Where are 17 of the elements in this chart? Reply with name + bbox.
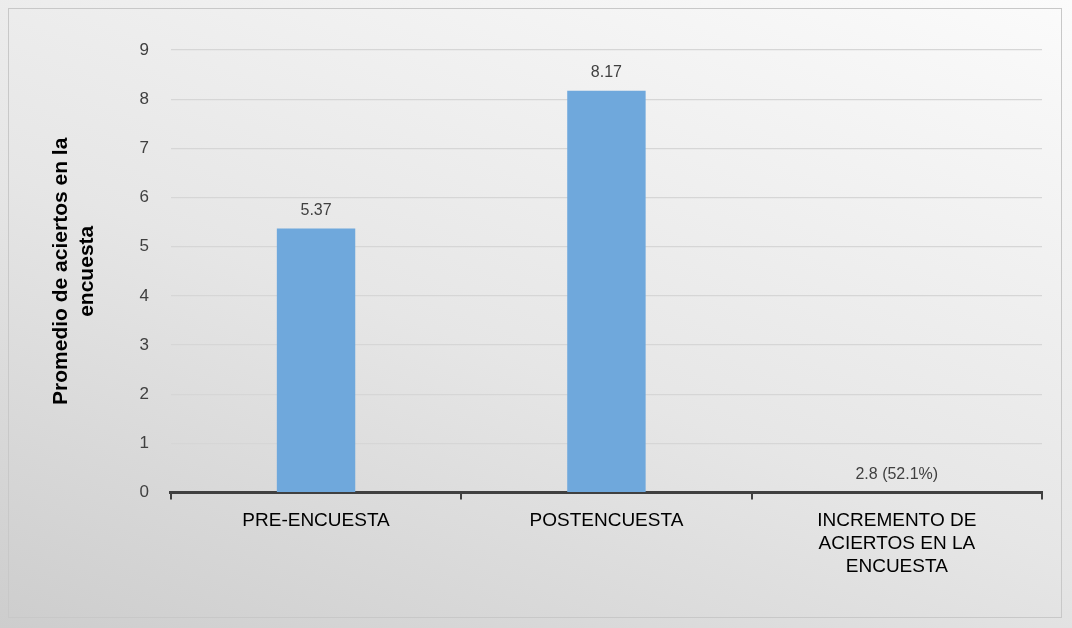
x-tick-label: POSTENCUESTA — [529, 509, 684, 531]
y-tick-label: 2 — [139, 383, 149, 403]
y-tick-label: 7 — [139, 138, 149, 158]
y-tick-label: 1 — [139, 433, 149, 453]
y-tick-label: 8 — [139, 88, 149, 108]
data-label: 8.17 — [590, 63, 623, 81]
y-tick-label: 6 — [139, 187, 149, 207]
y-tick-label: 9 — [139, 39, 149, 59]
y-tick-label: 5 — [139, 236, 149, 256]
y-tick-label: 4 — [139, 285, 149, 305]
x-tick-label: INCREMENTO DE ACIERTOS EN LA ENCUESTA — [817, 509, 977, 576]
y-tick-label: 0 — [139, 482, 149, 502]
data-label: 5.37 — [300, 200, 332, 218]
annotation: 2.8 (52.1%) — [855, 465, 939, 483]
y-axis-title: Promedio de aciertos en la encuesta — [48, 137, 97, 405]
x-tick-label: PRE-ENCUESTA — [242, 509, 391, 531]
y-tick-label: 3 — [139, 334, 149, 354]
